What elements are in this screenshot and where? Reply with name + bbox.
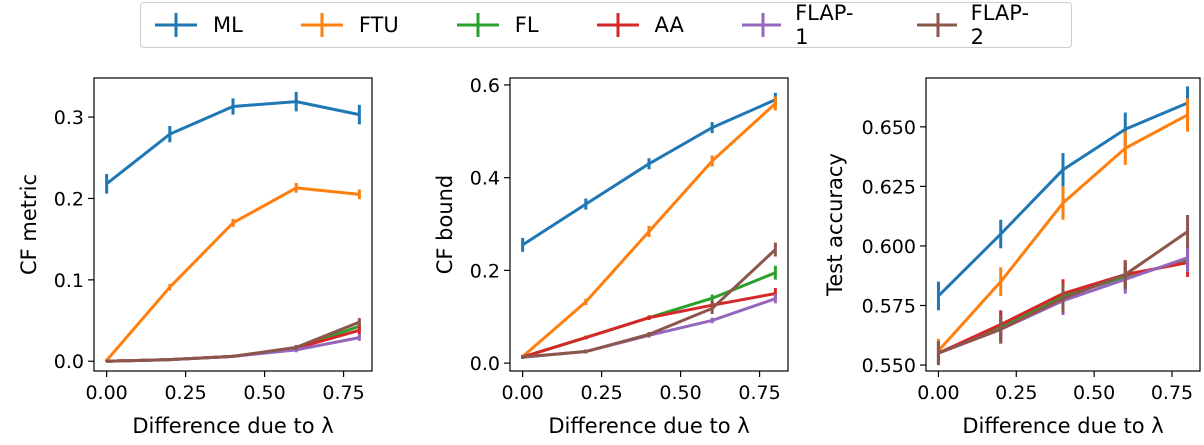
x-tick-label: 0.50 — [243, 382, 285, 404]
legend-label: FLAP-1 — [795, 1, 854, 49]
x-tick-label: 0.25 — [995, 382, 1037, 404]
axes-frame — [925, 77, 1201, 372]
x-tick-label: 0.50 — [659, 382, 701, 404]
y-axis-label: CF bound — [433, 175, 457, 275]
y-tick-label: 0.650 — [862, 117, 916, 139]
x-tick-label: 0.25 — [580, 382, 622, 404]
series-ftu — [936, 98, 1190, 363]
chart-1: 0.00 0.25 0.50 0.75 0.0 0.1 0.2 0.3 Difference d… — [17, 77, 373, 438]
x-tick-label: 0.50 — [1073, 382, 1115, 404]
chart-2: 0.00 0.25 0.50 0.75 0.0 0.2 0.4 0.6 Difference d… — [433, 75, 789, 438]
y-axis-label: CF metric — [17, 174, 41, 275]
x-axis-label: Difference due to λ — [548, 414, 749, 438]
y-tick-label: 0.625 — [862, 176, 916, 198]
axes-frame — [93, 77, 373, 372]
legend-label: ML — [213, 13, 243, 37]
x-axis-label: Difference due to λ — [962, 414, 1163, 438]
y-axis-label: Test accuracy — [823, 153, 847, 297]
y-tick-label: 0.2 — [54, 188, 84, 210]
legend-item-ftu: FTU — [299, 12, 429, 38]
legend-label: FLAP-2 — [970, 1, 1030, 49]
series-line — [522, 248, 777, 359]
y-tick-label: 0.575 — [862, 295, 916, 317]
series-flap-1 — [521, 294, 777, 359]
series-ml — [105, 91, 361, 194]
legend-swatch — [741, 13, 782, 37]
y-tick-label: 0.0 — [470, 353, 500, 375]
legend: ML FTU FL AA FLAP-1 FLAP-2 — [140, 1, 1072, 49]
legend-swatch — [596, 13, 639, 37]
x-tick-label: 0.00 — [85, 382, 127, 404]
legend-label: FL — [514, 13, 539, 37]
x-tick-label: 0.75 — [1151, 382, 1193, 404]
x-axis-label: Difference due to λ — [132, 414, 333, 438]
legend-item-fl: FL — [455, 12, 569, 38]
x-tick-label: 0.75 — [322, 382, 364, 404]
legend-swatch — [917, 13, 957, 37]
legend-item-flap-2: FLAP-2 — [915, 1, 1065, 49]
series-flap-2 — [521, 242, 777, 359]
legend-label: AA — [654, 13, 684, 37]
series-ftu — [105, 182, 361, 363]
series-ftu — [521, 96, 777, 359]
legend-item-ml: ML — [153, 12, 273, 38]
y-tick-label: 0.1 — [54, 270, 84, 292]
x-tick-label: 0.25 — [164, 382, 206, 404]
legend-swatch — [155, 13, 197, 37]
legend-item-aa: AA — [595, 12, 714, 38]
y-tick-label: 0.6 — [470, 75, 500, 97]
series-line — [937, 113, 1189, 352]
legend-label: FTU — [358, 13, 399, 37]
y-tick-label: 0.0 — [54, 351, 84, 373]
legend-swatch — [300, 13, 343, 37]
x-tick-label: 0.00 — [501, 382, 543, 404]
series-line — [521, 98, 776, 247]
series-line — [522, 297, 776, 359]
series-line — [105, 186, 360, 362]
y-tick-label: 0.550 — [862, 355, 916, 377]
chart-3: 0.00 0.25 0.50 0.75 0.550 0.575 0.600 0.625 0.65… — [823, 77, 1201, 438]
legend-swatch — [456, 13, 499, 37]
series-flap-2 — [936, 214, 1190, 366]
x-tick-label: 0.75 — [738, 382, 780, 404]
legend-item-flap-1: FLAP-1 — [740, 1, 890, 49]
y-tick-label: 0.3 — [54, 107, 84, 129]
y-tick-label: 0.2 — [470, 260, 500, 282]
y-tick-label: 0.600 — [862, 236, 916, 258]
series-ml — [521, 92, 777, 252]
y-tick-label: 0.4 — [470, 168, 500, 190]
axes-frame — [509, 77, 789, 372]
x-tick-label: 0.00 — [917, 382, 959, 404]
series-flap-2 — [105, 318, 361, 363]
